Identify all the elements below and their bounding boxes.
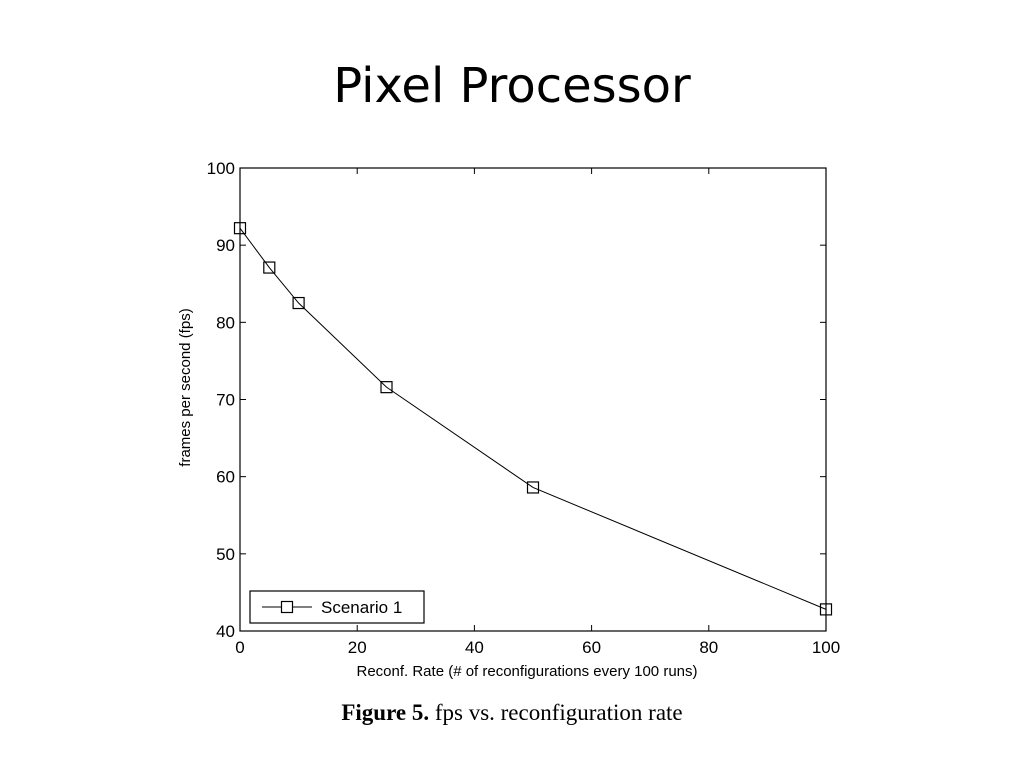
plot-frame bbox=[239, 167, 827, 632]
slide-title: Pixel Processor bbox=[333, 58, 691, 114]
data-point-marker bbox=[526, 481, 540, 494]
y-tick-label: 40 bbox=[216, 622, 235, 641]
x-tick-label: 20 bbox=[348, 638, 367, 657]
y-tick-label: 100 bbox=[207, 159, 235, 178]
y-tick-label: 80 bbox=[216, 313, 235, 332]
caption-prefix: Figure 5. bbox=[341, 700, 430, 725]
y-tick-label: 70 bbox=[216, 391, 235, 410]
x-axis-label: Reconf. Rate (# of reconfigurations ever… bbox=[356, 663, 697, 680]
data-point-marker bbox=[233, 222, 247, 235]
x-tick-label: 0 bbox=[235, 638, 244, 657]
line-chart: 0 20 40 60 80 100 40 50 60 70 80 90 100 Scenario 1 R… bbox=[177, 159, 841, 680]
data-point-marker bbox=[819, 603, 833, 616]
series-line bbox=[239, 227, 827, 610]
caption-text: fps vs. reconfiguration rate bbox=[434, 700, 683, 725]
chart-legend: Scenario 1 bbox=[249, 590, 425, 624]
data-point-marker bbox=[380, 381, 393, 394]
chart-series bbox=[233, 222, 833, 616]
chart-ticks: 0 20 40 60 80 100 40 50 60 70 80 90 100 bbox=[207, 159, 841, 657]
y-tick-label: 60 bbox=[216, 468, 235, 487]
x-tick-label: 80 bbox=[699, 638, 718, 657]
y-tick-label: 90 bbox=[216, 236, 235, 255]
x-tick-label: 60 bbox=[582, 638, 601, 657]
figure-caption: Figure 5. fps vs. reconfiguration rate bbox=[0, 700, 1024, 726]
data-point-marker bbox=[292, 296, 305, 310]
legend-marker bbox=[280, 600, 294, 614]
data-point-marker bbox=[263, 261, 276, 274]
x-tick-label: 40 bbox=[465, 638, 484, 657]
chart-axes bbox=[239, 167, 827, 632]
y-axis-label: frames per second (fps) bbox=[177, 308, 194, 466]
legend-label: Scenario 1 bbox=[321, 598, 402, 617]
x-tick-label: 100 bbox=[812, 638, 840, 657]
y-tick-label: 50 bbox=[216, 545, 235, 564]
